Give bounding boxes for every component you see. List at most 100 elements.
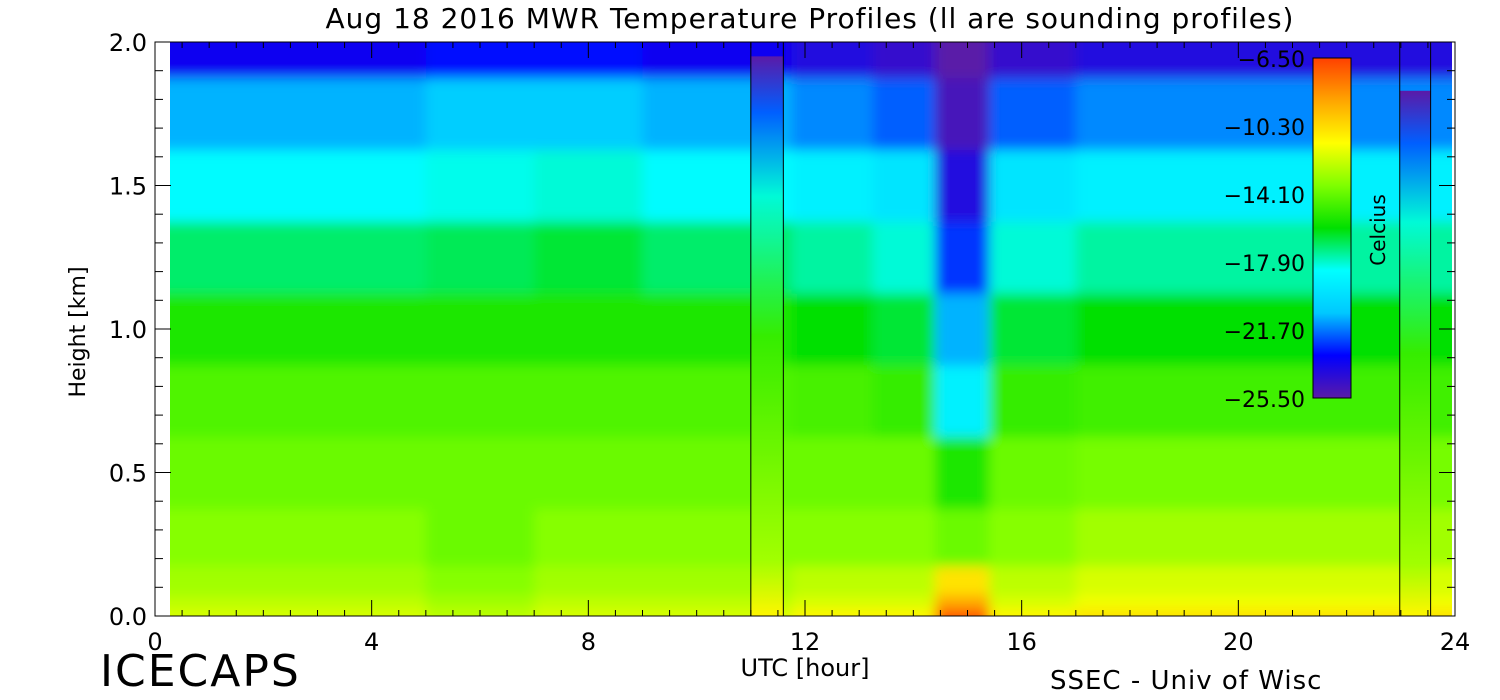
heatmap-cell [1292,508,1452,567]
chart-title: Aug 18 2016 MWR Temperature Profiles (ll… [325,2,1295,35]
x-tick-label: 24 [1440,628,1471,656]
heatmap-cell [317,565,427,595]
heatmap-cell [723,149,792,222]
heatmap-cell [534,508,643,567]
heatmap-cell [642,77,725,151]
heatmap-cell [1292,77,1452,151]
heatmap-cell [791,221,874,294]
heatmap-cell [642,149,725,222]
heatmap-cell [170,149,224,222]
heatmap-cell [935,293,990,366]
ssec-credit: SSEC - Univ of Wisc [1050,666,1323,696]
heatmap-cell [1075,436,1185,509]
heatmap-cell [222,77,318,151]
heatmap-cell [1292,594,1452,610]
heatmap-cell [1292,149,1452,222]
heatmap-cell [425,594,535,610]
colorbar-tick-label: −25.50 [1224,388,1305,413]
heatmap-cell [170,293,224,366]
x-tick-label: 8 [581,628,596,656]
heatmap-cell [1184,293,1293,366]
heatmap-cell [1292,608,1452,616]
heatmap-cell [222,608,318,616]
heatmap-cell [723,364,792,438]
heatmap-cell [1075,594,1185,610]
heatmap-cell [534,565,643,595]
heatmap-cell [317,594,427,610]
heatmap-cell [317,293,427,366]
heatmap-cell [170,77,224,151]
colorbar-tick-label: −17.90 [1224,252,1305,277]
heatmap-cell [935,508,990,567]
heatmap-cell [989,293,1077,366]
heatmap-cell [425,293,535,366]
heatmap-cell [872,565,936,595]
heatmap-cell [534,594,643,610]
heatmap-cell [935,594,990,610]
colorbar-tick-label: −14.10 [1224,184,1305,209]
heatmap-cell [723,77,792,151]
heatmap-cell [1075,364,1185,438]
heatmap-cell [989,77,1077,151]
heatmap-cell [317,364,427,438]
heatmap-cell [222,149,318,222]
colorbar-label: Celcius [1366,194,1390,265]
heatmap-cell [935,149,990,222]
heatmap-cell [989,436,1077,509]
heatmap-cell [989,565,1077,595]
heatmap-cell [170,608,224,616]
heatmap-cell [534,221,643,294]
colorbar: −6.50 −10.30 −14.10 −17.90 −21.70 −25.50 Celci… [1224,48,1390,413]
heatmap-cell [534,608,643,616]
heatmap-cell [935,77,990,151]
heatmap-cell [935,565,990,595]
heatmap-cell [1075,221,1185,294]
heatmap-cell [723,594,792,610]
heatmap-cell [1075,77,1185,151]
heatmap-cell [872,508,936,567]
heatmap-cell [1292,364,1452,438]
heatmap-cell [1292,221,1452,294]
heatmap-cell [642,293,725,366]
heatmap-cell [222,508,318,567]
heatmap-cell [170,565,224,595]
x-tick-label: 20 [1223,628,1254,656]
heatmap-cell [170,508,224,567]
heatmap-cell [723,508,792,567]
heatmap-cell [170,364,224,438]
heatmap-cell [723,608,792,616]
heatmap-cell [872,293,936,366]
heatmap-cell [642,436,725,509]
colorbar-tick-label: −21.70 [1224,320,1305,345]
heatmap-cell [642,221,725,294]
heatmap-cell [317,508,427,567]
heatmap-cell [872,594,936,610]
heatmap-cell [425,364,535,438]
heatmap-cell [534,77,643,151]
heatmap-cell [791,565,874,595]
heatmap-cell [642,565,725,595]
heatmap-cell [723,565,792,595]
y-tick-label: 1.0 [109,316,147,344]
heatmap-cell [534,436,643,509]
icecaps-label: ICECAPS [100,646,301,697]
heatmap-cell [791,149,874,222]
heatmap-cell [723,436,792,509]
heatmap-cell [642,608,725,616]
heatmap-cell [1292,565,1452,595]
heatmap-cell [222,594,318,610]
heatmap-cell [791,293,874,366]
heatmap-cell [872,364,936,438]
colorbar-gradient [1312,57,1352,399]
heatmap-cell [642,594,725,610]
heatmap-cell [1184,149,1293,222]
x-axis-label: UTC [hour] [741,654,870,682]
heatmap-cell [1075,149,1185,222]
heatmap-cell [791,436,874,509]
heatmap-cell [1184,77,1293,151]
heatmap-cell [642,364,725,438]
sounding-marker [1399,42,1432,617]
heatmap-cell [1075,565,1185,595]
heatmap-cell [989,149,1077,222]
